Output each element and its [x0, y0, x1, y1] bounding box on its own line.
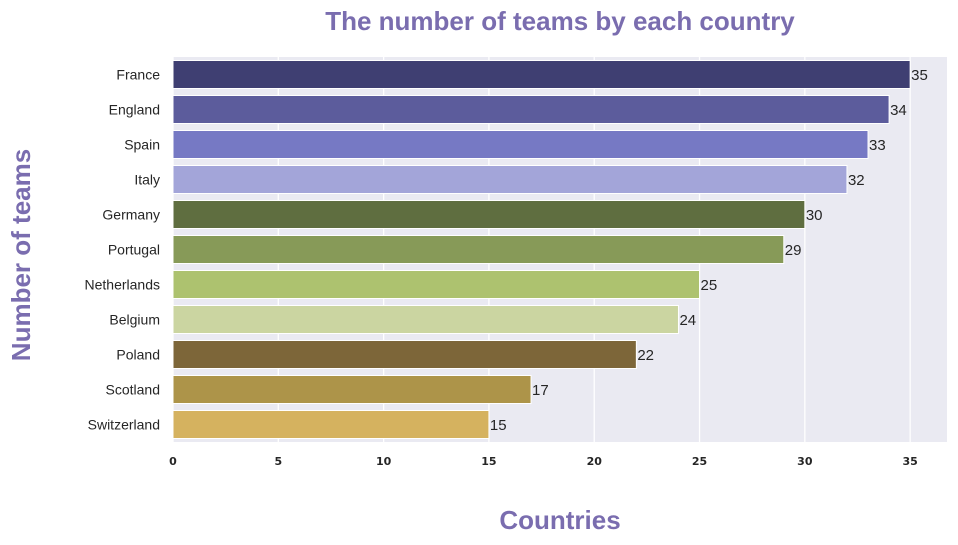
bar-england — [172, 95, 890, 124]
value-label: 25 — [701, 277, 718, 294]
bar-portugal — [172, 235, 785, 264]
x-axis-label: Countries — [499, 505, 620, 535]
x-tick-label: 15 — [481, 455, 496, 468]
category-label: Italy — [134, 172, 160, 188]
value-label: 22 — [637, 347, 654, 364]
bar-belgium — [172, 305, 679, 334]
x-tick-label: 0 — [169, 455, 177, 468]
category-label: Poland — [116, 347, 160, 363]
category-label: Netherlands — [85, 277, 161, 293]
chart-title: The number of teams by each country — [325, 6, 795, 36]
bar-netherlands — [172, 270, 701, 299]
x-tick-label: 35 — [902, 455, 917, 468]
category-label: Portugal — [108, 242, 160, 258]
bar-spain — [172, 130, 869, 159]
category-label: France — [116, 67, 160, 83]
category-label: Switzerland — [88, 417, 160, 433]
bar-scotland — [172, 375, 532, 404]
category-label: Spain — [124, 137, 160, 153]
x-tick-label: 5 — [274, 455, 282, 468]
bar-poland — [172, 340, 637, 369]
value-label: 30 — [806, 207, 823, 224]
x-tick-label: 30 — [797, 455, 813, 468]
value-label: 32 — [848, 172, 865, 189]
bar-switzerland — [172, 410, 490, 439]
value-label: 15 — [490, 417, 507, 434]
value-label: 24 — [679, 312, 696, 329]
value-label: 34 — [890, 102, 907, 119]
bars — [172, 60, 911, 439]
category-label: England — [109, 102, 160, 118]
value-label: 35 — [911, 67, 928, 84]
x-tick-label: 10 — [376, 455, 392, 468]
x-tick-label: 20 — [587, 455, 603, 468]
value-labels: 35 34 33 32 30 29 25 24 22 17 15 — [490, 67, 928, 434]
category-label: Germany — [102, 207, 160, 223]
value-label: 33 — [869, 137, 886, 154]
x-tick-label: 25 — [692, 455, 707, 468]
bar-italy — [172, 165, 848, 194]
bar-france — [172, 60, 911, 89]
bar-germany — [172, 200, 806, 229]
y-axis-label: Number of teams — [6, 149, 36, 361]
value-label: 17 — [532, 382, 549, 399]
category-label: Scotland — [106, 382, 160, 398]
category-label: Belgium — [109, 312, 160, 328]
value-label: 29 — [785, 242, 802, 259]
category-labels: France England Spain Italy Germany Portugal Ne… — [85, 67, 161, 433]
x-tick-labels: 0 5 10 15 20 25 30 35 — [169, 455, 918, 468]
